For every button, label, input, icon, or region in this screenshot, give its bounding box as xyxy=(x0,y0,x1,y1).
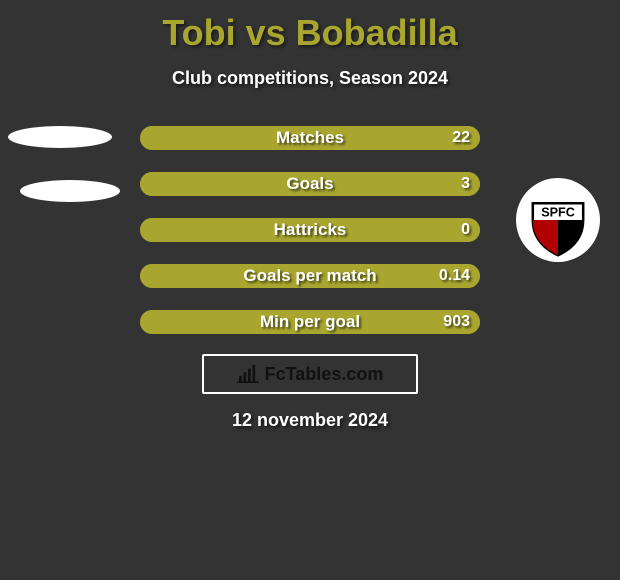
page-subtitle: Club competitions, Season 2024 xyxy=(0,68,620,89)
stat-label: Goals per match xyxy=(243,266,376,286)
stat-row: Goals per match 0.14 xyxy=(140,264,480,288)
stat-value-right: 0.14 xyxy=(439,267,470,285)
footer-date: 12 november 2024 xyxy=(232,410,388,431)
stat-value-right: 3 xyxy=(461,175,470,193)
attribution-text: FcTables.com xyxy=(265,364,384,385)
page-title: Tobi vs Bobadilla xyxy=(0,0,620,54)
stat-row: Hattricks 0 xyxy=(140,218,480,242)
stat-value-right: 22 xyxy=(452,129,470,147)
stat-label: Min per goal xyxy=(260,312,360,332)
stat-row: Matches 22 xyxy=(140,126,480,150)
stat-label: Matches xyxy=(276,128,344,148)
stat-label: Goals xyxy=(286,174,333,194)
stat-row: Min per goal 903 xyxy=(140,310,480,334)
attribution-box: FcTables.com xyxy=(202,354,418,394)
stats-bars: Matches 22 Goals 3 Hattricks 0 Goals per match… xyxy=(140,126,480,356)
bar-fill-left xyxy=(140,172,310,196)
left-badge-1 xyxy=(8,126,112,148)
stat-label: Hattricks xyxy=(274,220,347,240)
stat-value-right: 903 xyxy=(443,313,470,331)
logo-text: SPFC xyxy=(541,206,575,220)
stat-value-right: 0 xyxy=(461,221,470,239)
club-logo-spfc: SPFC xyxy=(516,178,600,262)
bar-fill-right xyxy=(310,172,480,196)
left-badge-2 xyxy=(20,180,120,202)
stat-row: Goals 3 xyxy=(140,172,480,196)
bar-chart-icon xyxy=(237,365,259,383)
